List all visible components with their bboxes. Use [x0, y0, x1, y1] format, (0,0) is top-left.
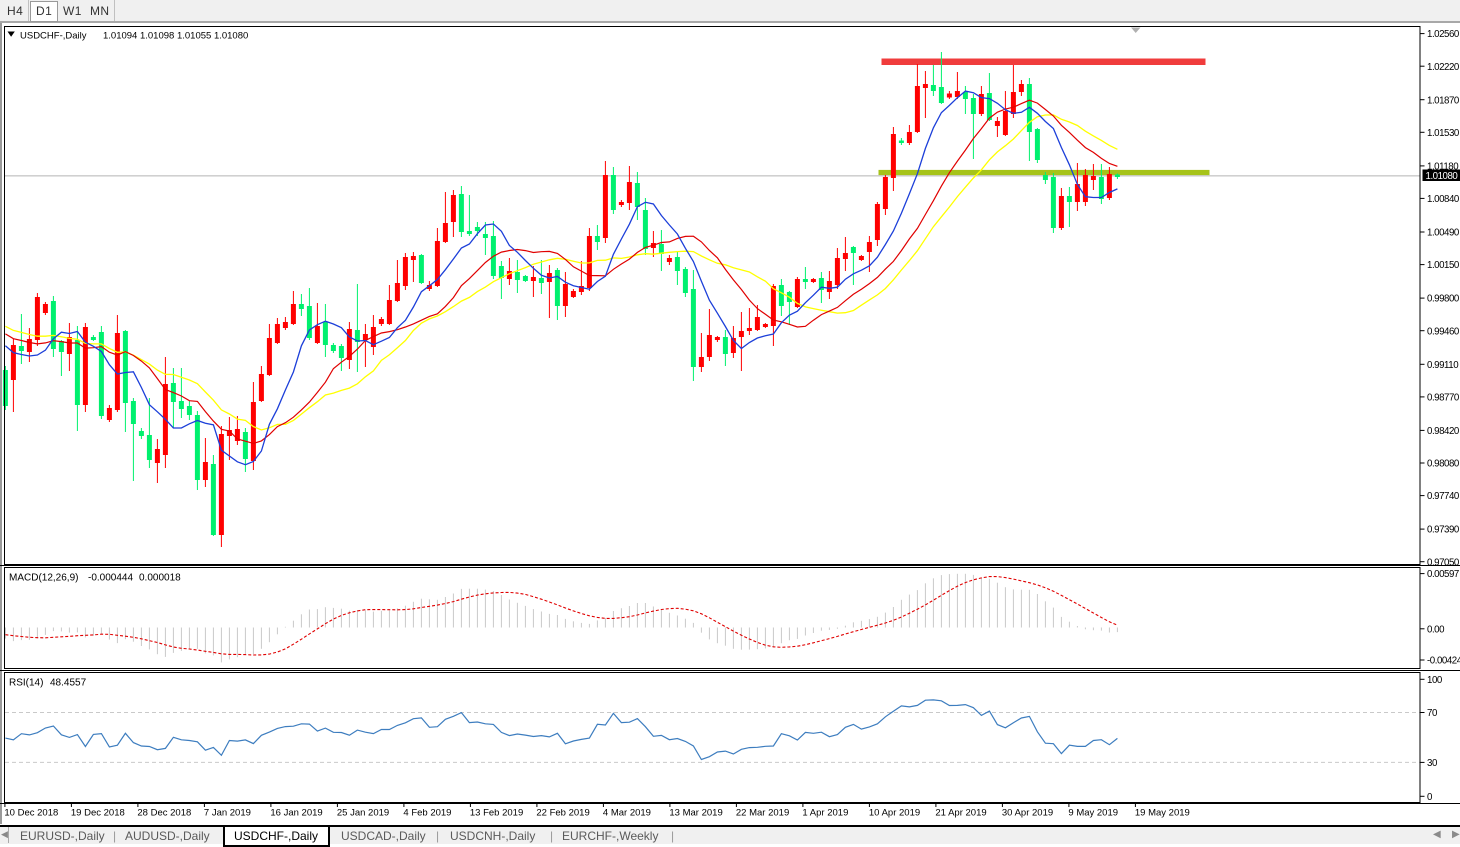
svg-text:0: 0 — [1427, 792, 1433, 803]
svg-text:1.01870: 1.01870 — [1427, 95, 1460, 106]
svg-text:-0.00424: -0.00424 — [1427, 656, 1460, 667]
svg-text:7 Jan 2019: 7 Jan 2019 — [204, 808, 251, 819]
svg-text:1.02560: 1.02560 — [1427, 29, 1460, 40]
svg-text:19 May 2019: 19 May 2019 — [1135, 808, 1190, 819]
svg-text:1 Apr 2019: 1 Apr 2019 — [802, 808, 848, 819]
svg-text:100: 100 — [1427, 675, 1443, 686]
svg-text:1.01180: 1.01180 — [1427, 162, 1459, 173]
svg-text:4 Feb 2019: 4 Feb 2019 — [403, 808, 451, 819]
svg-text:16 Jan 2019: 16 Jan 2019 — [270, 808, 322, 819]
svg-text:1.02220: 1.02220 — [1427, 62, 1460, 73]
svg-text:10 Apr 2019: 10 Apr 2019 — [869, 808, 920, 819]
svg-text:19 Dec 2018: 19 Dec 2018 — [71, 808, 125, 819]
svg-text:-0.000444: -0.000444 — [88, 573, 133, 584]
svg-text:13 Feb 2019: 13 Feb 2019 — [470, 808, 523, 819]
svg-text:1.00490: 1.00490 — [1427, 228, 1460, 239]
svg-text:0.97390: 0.97390 — [1427, 525, 1460, 536]
svg-text:0.99460: 0.99460 — [1427, 326, 1460, 337]
svg-text:48.4557: 48.4557 — [50, 678, 87, 689]
svg-text:22 Feb 2019: 22 Feb 2019 — [536, 808, 589, 819]
svg-text:10 Dec 2018: 10 Dec 2018 — [4, 808, 58, 819]
svg-text:MACD(12,26,9): MACD(12,26,9) — [9, 573, 78, 584]
svg-text:30: 30 — [1427, 758, 1438, 769]
svg-text:0.99110: 0.99110 — [1427, 360, 1459, 371]
svg-text:RSI(14): RSI(14) — [9, 678, 43, 689]
svg-text:0.98080: 0.98080 — [1427, 459, 1460, 470]
svg-text:1.00150: 1.00150 — [1427, 260, 1460, 271]
svg-text:0.99800: 0.99800 — [1427, 294, 1460, 305]
svg-text:1.01530: 1.01530 — [1427, 128, 1460, 139]
svg-text:USDCHF-,Daily: USDCHF-,Daily — [20, 31, 87, 42]
svg-text:4 Mar 2019: 4 Mar 2019 — [603, 808, 651, 819]
svg-text:21 Apr 2019: 21 Apr 2019 — [935, 808, 986, 819]
svg-text:22 Mar 2019: 22 Mar 2019 — [736, 808, 789, 819]
svg-text:0.00597: 0.00597 — [1427, 569, 1459, 580]
svg-text:0.000018: 0.000018 — [139, 573, 181, 584]
svg-text:0.98420: 0.98420 — [1427, 426, 1460, 437]
svg-text:1.00840: 1.00840 — [1427, 194, 1460, 205]
svg-text:1.01094 1.01098 1.01055 1.0108: 1.01094 1.01098 1.01055 1.01080 — [103, 31, 248, 42]
svg-text:9 May 2019: 9 May 2019 — [1068, 808, 1118, 819]
svg-text:30 Apr 2019: 30 Apr 2019 — [1002, 808, 1053, 819]
svg-text:0.97740: 0.97740 — [1427, 491, 1460, 502]
svg-text:13 Mar 2019: 13 Mar 2019 — [669, 808, 722, 819]
svg-text:25 Jan 2019: 25 Jan 2019 — [337, 808, 389, 819]
svg-text:0.97050: 0.97050 — [1427, 557, 1460, 568]
svg-text:0.00: 0.00 — [1427, 624, 1445, 635]
svg-text:0.98770: 0.98770 — [1427, 393, 1460, 404]
svg-text:1.01080: 1.01080 — [1426, 171, 1459, 182]
svg-text:70: 70 — [1427, 708, 1438, 719]
svg-text:28 Dec 2018: 28 Dec 2018 — [137, 808, 191, 819]
